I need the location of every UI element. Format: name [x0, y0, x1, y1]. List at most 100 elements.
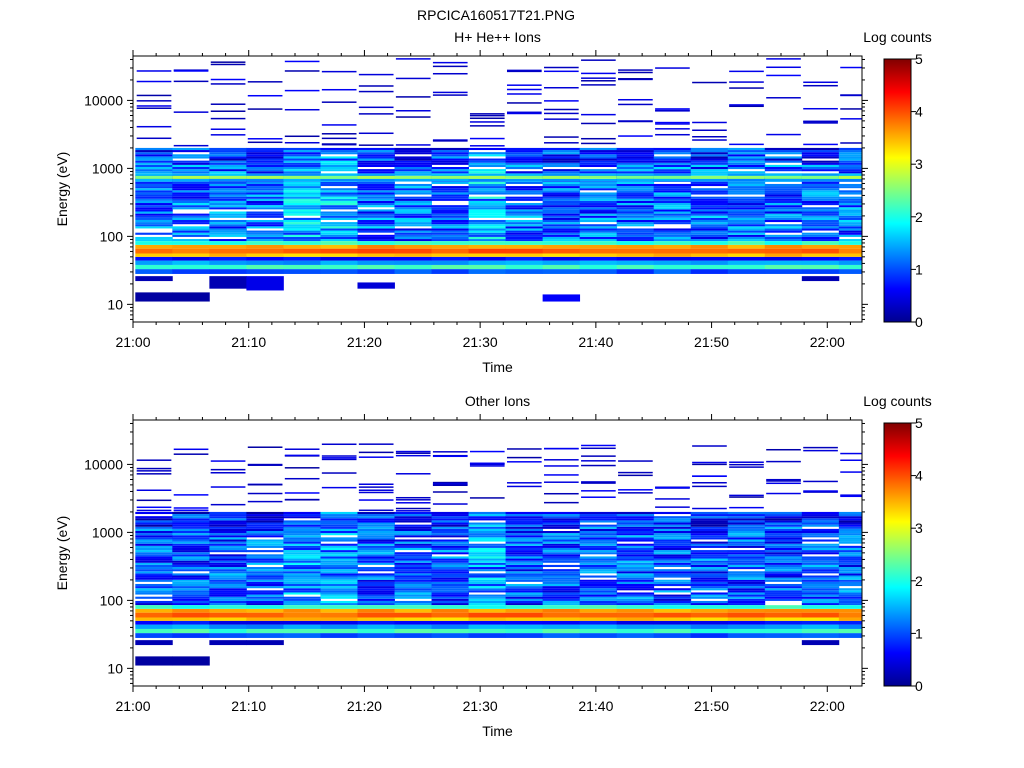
continuum-cell: [542, 219, 581, 223]
continuum-cell: [727, 222, 766, 225]
sparse-line: [173, 144, 209, 147]
band-cell: [838, 612, 862, 618]
continuum-cell: [505, 579, 544, 582]
band-cell: [468, 633, 506, 638]
colorbar-label: Log counts: [863, 29, 932, 45]
continuum-cell: [283, 579, 321, 582]
band-cell: [801, 617, 840, 621]
band-cell: [616, 173, 655, 176]
continuum-cell: [468, 564, 506, 568]
continuum-cell: [801, 215, 840, 218]
continuum-cell: [653, 588, 692, 591]
band-cell: [431, 256, 469, 261]
band-cell: [727, 605, 766, 609]
continuum-cell: [357, 183, 395, 187]
continuum-cell: [727, 207, 766, 210]
continuum-cell: [505, 541, 544, 544]
continuum-cell: [838, 167, 862, 170]
continuum-cell: [764, 167, 803, 170]
continuum-cell: [542, 234, 581, 237]
continuum-cell: [653, 575, 692, 578]
sparse-line: [432, 491, 468, 493]
band-cell: [801, 605, 840, 609]
continuum-cell: [135, 209, 173, 212]
continuum-cell: [838, 200, 862, 204]
band-cell: [431, 269, 469, 274]
band-cell: [653, 175, 692, 179]
continuum-cell: [172, 230, 210, 233]
continuum-cell: [357, 194, 395, 197]
continuum-cell: [468, 583, 506, 587]
continuum-cell: [246, 516, 284, 519]
sparse-line: [136, 509, 172, 512]
continuum-cell: [838, 160, 862, 163]
low-energy-patch: [135, 276, 173, 282]
sparse-line: [840, 142, 862, 144]
band-cell: [616, 608, 655, 613]
continuum-cell: [505, 171, 544, 174]
sparse-line: [840, 459, 862, 461]
continuum-cell: [135, 567, 173, 570]
continuum-cell: [283, 203, 321, 206]
continuum-cell: [135, 577, 173, 580]
continuum-cell: [579, 200, 618, 204]
continuum-cell: [172, 514, 210, 517]
continuum-cell: [468, 514, 506, 517]
sparse-line: [729, 494, 764, 497]
continuum-cell: [579, 230, 618, 233]
continuum-cell: [320, 531, 358, 534]
band-cell: [764, 178, 803, 182]
continuum-cell: [394, 564, 432, 568]
band-cell: [320, 256, 358, 261]
continuum-cell: [801, 511, 840, 515]
sparse-line: [581, 460, 616, 462]
continuum-cell: [690, 511, 729, 515]
band-cell: [727, 241, 766, 245]
y-tick-label: 1000: [92, 160, 123, 176]
y-axis-label: Energy (eV): [54, 152, 70, 227]
sparse-line: [581, 444, 616, 447]
continuum-cell: [653, 213, 692, 216]
sparse-line: [840, 94, 862, 97]
continuum-cell: [838, 533, 862, 536]
continuum-cell: [394, 533, 432, 536]
band-cell: [690, 173, 729, 176]
continuum-cell: [431, 571, 469, 574]
continuum-cell: [616, 558, 655, 561]
continuum-cell: [653, 203, 692, 206]
continuum-cell: [579, 162, 618, 165]
continuum-cell: [468, 569, 506, 572]
continuum-cell: [801, 211, 840, 214]
continuum-cell: [135, 169, 173, 172]
continuum-cell: [246, 583, 284, 587]
continuum-cell: [690, 581, 729, 584]
continuum-cell: [135, 213, 173, 216]
continuum-cell: [653, 522, 692, 525]
band-cell: [135, 175, 173, 179]
sparse-line: [729, 496, 764, 498]
continuum-cell: [727, 592, 766, 595]
continuum-cell: [394, 575, 432, 578]
continuum-cell: [616, 547, 655, 551]
continuum-cell: [209, 556, 247, 559]
sparse-line: [506, 102, 542, 104]
continuum-cell: [246, 147, 284, 151]
band-cell: [283, 269, 321, 274]
band-cell: [135, 605, 173, 609]
band-cell: [135, 256, 173, 261]
continuum-cell: [764, 564, 803, 568]
continuum-cell: [727, 603, 766, 606]
continuum-cell: [727, 558, 766, 561]
continuum-cell: [801, 516, 840, 519]
band-cell: [320, 253, 358, 257]
continuum-cell: [542, 531, 581, 534]
continuum-cell: [505, 147, 544, 151]
continuum-cell: [357, 556, 395, 559]
continuum-cell: [838, 205, 862, 208]
band-cell: [172, 178, 210, 182]
continuum-cell: [727, 516, 766, 519]
continuum-cell: [653, 200, 692, 204]
band-cell: [653, 260, 692, 265]
sparse-line: [618, 492, 653, 494]
band-cell: [690, 244, 729, 249]
